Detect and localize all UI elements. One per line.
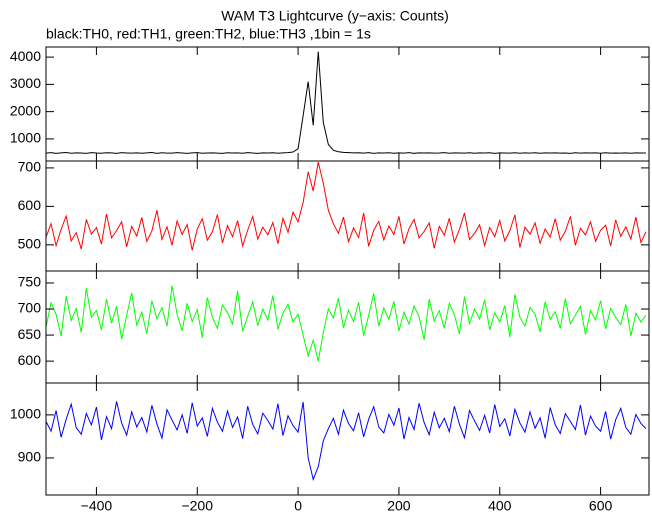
y-tick-label: 2000	[10, 102, 41, 118]
y-tick-label: 700	[18, 300, 42, 316]
y-tick-label: 600	[18, 352, 42, 368]
panel-frame	[45, 160, 650, 272]
light-curve	[46, 401, 647, 482]
y-tick-label: 750	[18, 274, 42, 290]
y-tick-label: 1000	[10, 406, 41, 422]
x-tick-label: 400	[488, 498, 512, 514]
x-tick-label: −200	[181, 498, 213, 514]
y-tick-label: 500	[18, 236, 42, 252]
x-tick-label: 600	[589, 498, 613, 514]
y-tick-label: 4000	[10, 48, 41, 64]
y-tick-label: 3000	[10, 75, 41, 91]
light-curve	[46, 162, 647, 251]
panel-frame	[45, 270, 650, 384]
y-tick-label: 650	[18, 326, 42, 342]
x-tick-label: 200	[387, 498, 411, 514]
chart-title: WAM T3 Lightcurve (y−axis: Counts)	[221, 8, 449, 24]
y-tick-label: 600	[18, 197, 42, 213]
x-tick-label: −400	[81, 498, 113, 514]
x-tick-label: 0	[294, 498, 302, 514]
y-tick-label: 900	[18, 449, 42, 465]
y-tick-label: 1000	[10, 130, 41, 146]
panel-frame	[45, 382, 650, 496]
light-curve	[46, 285, 647, 362]
y-tick-label: 700	[18, 159, 42, 175]
panel-frame	[45, 46, 650, 162]
chart-subtitle: black:TH0, red:TH1, green:TH2, blue:TH3 …	[46, 26, 371, 42]
light-curve	[46, 51, 646, 154]
